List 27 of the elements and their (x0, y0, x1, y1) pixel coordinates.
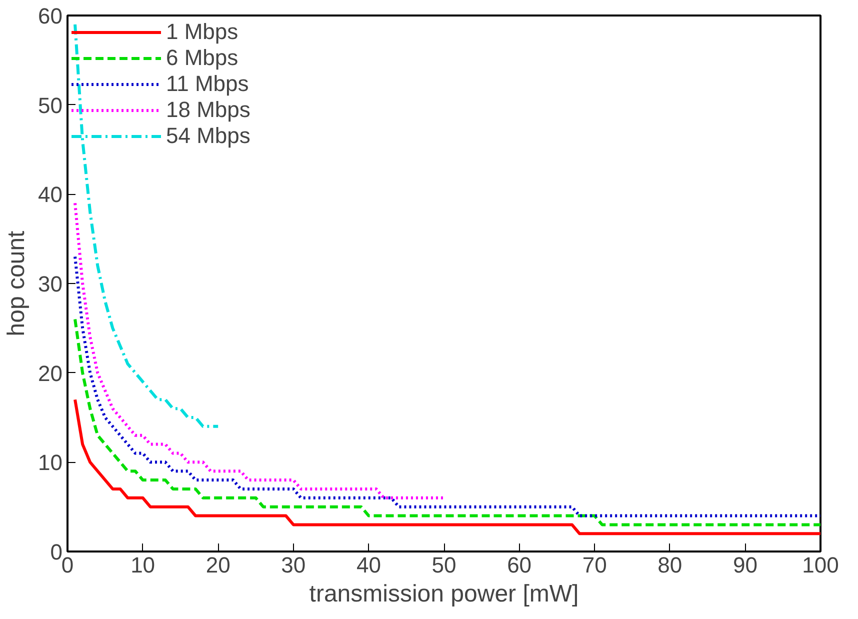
x-tick-label: 30 (281, 552, 306, 578)
y-tick-label: 30 (38, 272, 63, 296)
x-tick-label: 50 (432, 552, 456, 578)
legend-label: 6 Mbps (166, 45, 238, 71)
legend-label: 1 Mbps (166, 19, 238, 45)
x-tick-label: 60 (507, 552, 532, 578)
x-tick-label: 90 (732, 552, 758, 578)
y-tick-label: 50 (38, 92, 63, 118)
legend-label: 54 Mbps (166, 123, 250, 149)
line-series (74, 202, 446, 500)
y-axis-title: hop count (3, 230, 30, 336)
x-tick-label: 100 (802, 552, 839, 578)
x-tick-label: 10 (130, 552, 156, 578)
x-axis-title: transmission power [mW] (309, 580, 579, 608)
x-tick-label: 80 (658, 552, 682, 578)
x-tick-label: 20 (206, 552, 230, 578)
y-tick-label: 20 (38, 360, 63, 386)
line-series (74, 255, 820, 518)
line-series (74, 318, 820, 526)
line-series (74, 398, 820, 536)
y-tick-label: 60 (38, 4, 63, 28)
legend-label: 11 Mbps (166, 71, 249, 97)
x-tick-label: 40 (356, 552, 381, 578)
y-tick-label: 40 (38, 182, 63, 208)
legend-label: 18 Mbps (166, 97, 250, 123)
x-tick-label: 70 (582, 552, 607, 578)
y-tick-label: 10 (38, 450, 63, 476)
